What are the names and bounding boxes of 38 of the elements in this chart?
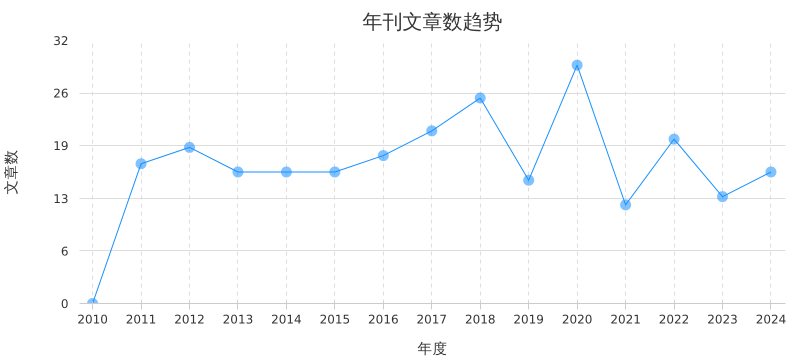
chart-title: 年刊文章数趋势 <box>362 10 502 34</box>
point <box>668 134 680 145</box>
x-tick-label: 2023 <box>707 312 738 326</box>
x-tick-label: 2020 <box>562 312 592 326</box>
x-tick-label: 2019 <box>513 312 544 326</box>
point <box>280 166 292 178</box>
point <box>184 142 195 153</box>
x-tick-label: 2024 <box>756 312 786 326</box>
y-tick-label: 13 <box>53 192 69 206</box>
x-tick-label: 2022 <box>658 312 690 326</box>
x-tick-label: 2010 <box>77 312 108 326</box>
y-tick-label: 26 <box>53 86 69 101</box>
point <box>474 92 486 104</box>
x-axis-title: 年度 <box>418 340 448 358</box>
point <box>523 174 534 186</box>
point <box>572 60 583 71</box>
x-tick-label: 2017 <box>416 312 448 326</box>
y-axis-title: 文章数 <box>3 150 20 194</box>
point <box>136 158 147 170</box>
x-tick-label: 2014 <box>271 312 302 326</box>
y-tick-label: 0 <box>60 297 69 311</box>
y-tick-label: 32 <box>53 34 69 48</box>
x-tick-label: 2012 <box>174 312 205 326</box>
x-tick-label: 2016 <box>368 312 399 326</box>
point <box>378 150 389 162</box>
x-tick-label: 2018 <box>464 312 496 326</box>
point <box>717 191 728 202</box>
point <box>232 166 244 178</box>
point <box>620 199 632 210</box>
point <box>329 166 340 178</box>
x-tick-label: 2011 <box>126 312 156 326</box>
point <box>426 125 438 136</box>
y-tick-label: 6 <box>60 244 69 258</box>
x-tick-label: 2013 <box>222 312 254 326</box>
x-tick-label: 2015 <box>320 312 350 326</box>
x-tick-label: 2021 <box>610 312 641 326</box>
y-tick-label: 19 <box>53 139 69 154</box>
point <box>765 166 776 178</box>
